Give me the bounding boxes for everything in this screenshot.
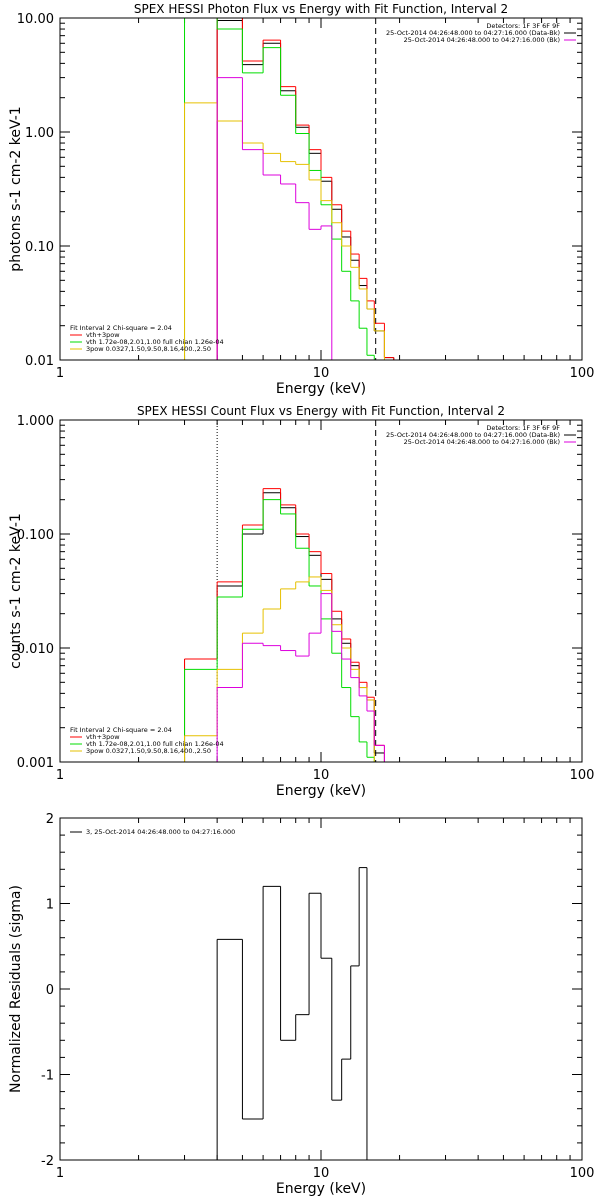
series-group bbox=[216, 867, 368, 1160]
x-axis-label: Energy (keV) bbox=[276, 381, 366, 397]
y-axis-label: Normalized Residuals (sigma) bbox=[8, 885, 24, 1093]
x-tick-label: 100 bbox=[570, 366, 595, 381]
x-tick-label: 100 bbox=[570, 1166, 595, 1181]
legend-left-entry: vth 1.72e-08,2.01,1.00 full chian 1.26e-… bbox=[86, 740, 224, 748]
y-tick-label: 0.01 bbox=[25, 354, 54, 369]
legend-right-entry: 25-Oct-2014 04:26:48.000 to 04:27:16.000… bbox=[386, 29, 560, 37]
count-flux-chart: SPEX HESSI Count Flux vs Energy with Fit… bbox=[8, 404, 594, 799]
y-tick-label: 1.00 bbox=[25, 126, 54, 141]
series-residuals bbox=[216, 867, 368, 1160]
x-tick-label: 1 bbox=[56, 366, 64, 381]
y-tick-label: 0 bbox=[46, 983, 54, 998]
y-tick-label: 1.000 bbox=[17, 414, 54, 429]
series-vth+3pow bbox=[184, 488, 394, 762]
y-tick-label: 0.10 bbox=[25, 240, 54, 255]
residuals-chart: 1 10 100 -2 -1 0 1 2 Energy (keV) Normalized Resi… bbox=[8, 812, 594, 1197]
chart-title: SPEX HESSI Photon Flux vs Energy with Fi… bbox=[134, 2, 508, 16]
series-bk bbox=[216, 593, 394, 762]
y-tick-label: 0.001 bbox=[17, 756, 54, 771]
x-axis-label: Energy (keV) bbox=[276, 1181, 366, 1197]
series-bk bbox=[216, 77, 333, 360]
x-tick-label: 10 bbox=[313, 768, 330, 783]
legend-left-entry: Fit Interval 2 Chi-square = 2.04 bbox=[70, 726, 172, 734]
legend-left-entry: Fit Interval 2 Chi-square = 2.04 bbox=[70, 324, 172, 332]
y-tick-label: 10.00 bbox=[17, 12, 54, 27]
series-group bbox=[184, 18, 395, 360]
legend-left-entry: 3, 25-Oct-2014 04:26:48.000 to 04:27:16.… bbox=[86, 828, 235, 836]
plot-frame bbox=[59, 817, 583, 1161]
legend-right-entry: 25-Oct-2014 04:26:48.000 to 04:27:16.000… bbox=[404, 438, 560, 446]
x-axis-label: Energy (keV) bbox=[276, 783, 366, 799]
legend-right-entry: Detectors: 1F 3F 6F 9F bbox=[486, 424, 560, 432]
chart-title: SPEX HESSI Count Flux vs Energy with Fit… bbox=[137, 404, 505, 418]
legend-left-entry: 3pow 0.0327,1.50,9.50,8.16,400.,2.50 bbox=[86, 747, 211, 755]
x-tick-label: 1 bbox=[56, 1166, 64, 1181]
series-group bbox=[184, 488, 394, 762]
legend-left-entry: 3pow 0.0327,1.50,9.50,8.16,400.,2.50 bbox=[86, 345, 211, 353]
series-data-bk bbox=[184, 492, 394, 762]
photon-flux-chart: SPEX HESSI Photon Flux vs Energy with Fi… bbox=[8, 2, 594, 397]
x-tick-label: 10 bbox=[313, 366, 330, 381]
y-tick-label: 1 bbox=[46, 898, 54, 913]
legend-left-entry: vth+3pow bbox=[86, 331, 120, 339]
plot-frame bbox=[59, 419, 583, 763]
x-tick-label: 10 bbox=[313, 1166, 330, 1181]
y-axis-label: counts s-1 cm-2 keV-1 bbox=[8, 513, 24, 669]
y-axis-label: photons s-1 cm-2 keV-1 bbox=[8, 106, 24, 271]
series-vth bbox=[184, 499, 375, 762]
series-3pow bbox=[184, 102, 385, 360]
plot-frame bbox=[59, 17, 583, 361]
series-vth bbox=[184, 18, 385, 360]
legend-right-entry: 25-Oct-2014 04:26:48.000 to 04:27:16.000… bbox=[404, 36, 560, 44]
y-tick-label: 0.010 bbox=[17, 642, 54, 657]
legend-left-entry: vth 1.72e-08,2.01,1.00 full chian 1.26e-… bbox=[86, 338, 224, 346]
x-tick-label: 1 bbox=[56, 768, 64, 783]
legend-right-entry: Detectors: 1F 3F 6F 9F bbox=[486, 22, 560, 30]
legend-right-entry: 25-Oct-2014 04:26:48.000 to 04:27:16.000… bbox=[386, 431, 560, 439]
y-tick-label: -2 bbox=[41, 1154, 54, 1169]
legend-left-entry: vth+3pow bbox=[86, 733, 120, 741]
y-tick-label: -1 bbox=[41, 1069, 54, 1084]
y-tick-label: 0.100 bbox=[17, 528, 54, 543]
y-tick-label: 2 bbox=[46, 812, 54, 827]
x-tick-label: 100 bbox=[570, 768, 595, 783]
